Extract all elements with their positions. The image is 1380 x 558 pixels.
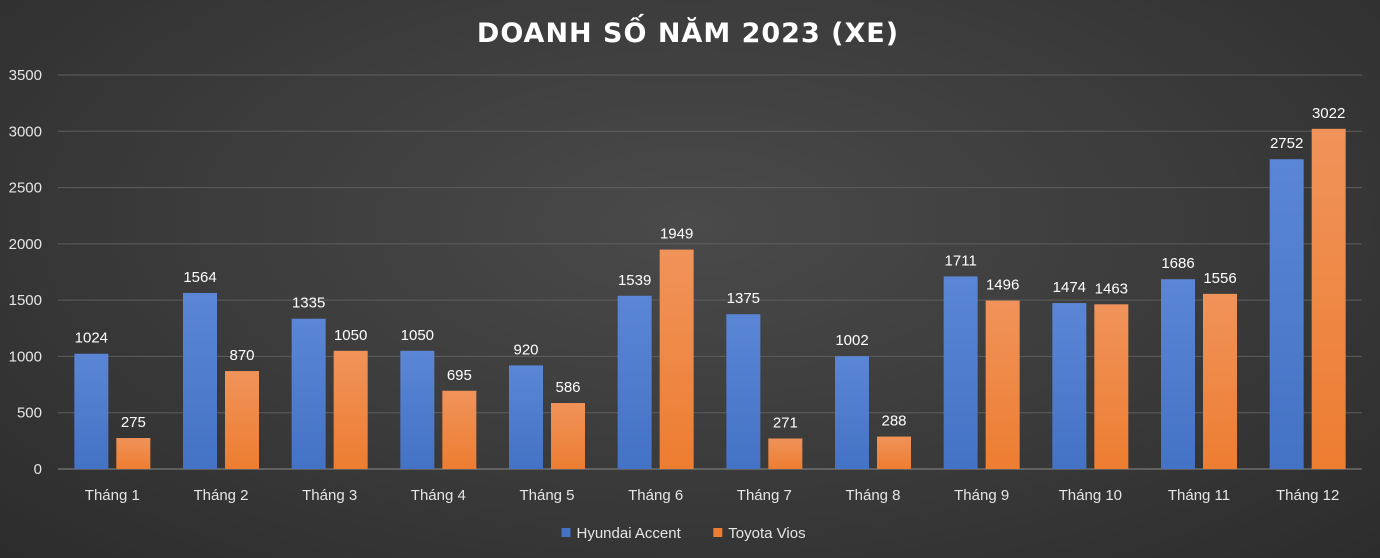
data-label: 1556 [1203, 270, 1236, 287]
x-category-label: Tháng 6 [628, 487, 683, 504]
data-label: 1463 [1095, 280, 1128, 297]
y-tick-label: 2000 [9, 236, 42, 253]
bar-hyundai-accent [291, 318, 326, 469]
bar-hyundai-accent [726, 314, 761, 469]
legend-swatch [713, 528, 723, 537]
y-tick-label: 3000 [9, 123, 42, 140]
bar-toyota-vios [225, 371, 259, 469]
bar-hyundai-accent [835, 356, 869, 469]
bar-toyota-vios [551, 403, 585, 469]
bar-hyundai-accent [74, 353, 109, 469]
y-tick-label: 3500 [9, 67, 42, 84]
bar-toyota-vios [333, 350, 368, 469]
bar-hyundai-accent [1269, 159, 1304, 469]
data-label: 1002 [835, 332, 868, 349]
y-tick-label: 0 [34, 461, 42, 478]
data-label: 275 [121, 414, 146, 431]
x-category-label: Tháng 12 [1276, 487, 1339, 504]
x-category-label: Tháng 1 [85, 487, 140, 504]
data-label: 870 [229, 347, 254, 364]
bar-toyota-vios [1203, 293, 1237, 469]
data-label: 1050 [334, 327, 367, 344]
y-tick-label: 1500 [9, 292, 42, 309]
data-label: 1949 [660, 226, 693, 243]
x-category-label: Tháng 4 [411, 487, 466, 504]
data-label: 2752 [1270, 135, 1303, 152]
data-label: 1335 [292, 295, 325, 312]
bar-toyota-vios [1311, 128, 1346, 469]
bar-hyundai-accent [509, 365, 543, 469]
legend: Hyundai Accent Toyota Vios [561, 525, 806, 542]
bar-hyundai-accent [183, 292, 217, 469]
x-category-label: Tháng 2 [193, 487, 248, 504]
bar-hyundai-accent [1052, 303, 1087, 469]
bar-toyota-vios [1094, 304, 1129, 469]
data-label: 586 [555, 379, 580, 396]
bar-toyota-vios [116, 438, 151, 469]
x-category-label: Tháng 5 [519, 487, 574, 504]
legend-label: Toyota Vios [728, 525, 805, 542]
bar-toyota-vios [985, 300, 1020, 469]
data-label: 1539 [618, 272, 651, 289]
x-category-label: Tháng 3 [302, 487, 357, 504]
legend-swatch [561, 528, 571, 537]
legend-label: Hyundai Accent [577, 525, 682, 542]
bar-toyota-vios [877, 436, 911, 469]
data-label: 1711 [945, 252, 977, 269]
data-label: 920 [513, 341, 538, 358]
x-category-label: Tháng 10 [1059, 487, 1122, 504]
data-label: 695 [447, 367, 472, 384]
grid-layer: 0 500 1000 1500 2000 2500 3000 3500 [9, 67, 1362, 478]
bar-toyota-vios [442, 390, 477, 469]
x-category-label: Tháng 9 [954, 487, 1009, 504]
bar-hyundai-accent [617, 295, 652, 469]
data-label: 3022 [1312, 105, 1345, 122]
y-tick-label: 500 [17, 405, 42, 422]
x-category-label: Tháng 8 [845, 487, 900, 504]
x-category-label: Tháng 11 [1168, 487, 1230, 504]
bar-layer [74, 128, 1346, 469]
data-label: 1686 [1161, 255, 1194, 272]
data-label: 1050 [401, 327, 434, 344]
data-label: 1496 [986, 277, 1019, 294]
bar-toyota-vios [659, 249, 694, 469]
bar-hyundai-accent [400, 350, 435, 469]
x-category-label: Tháng 7 [737, 487, 792, 504]
y-tick-label: 2500 [9, 180, 42, 197]
data-label: 1564 [183, 269, 216, 286]
bar-toyota-vios [768, 438, 803, 469]
label-layer: 1024 275 Tháng 1 1564 870 Tháng 2 1335 1050 Thán… [75, 105, 1346, 504]
data-label: 288 [881, 413, 906, 430]
chart-title: DOANH SỐ NĂM 2023 (XE) [477, 13, 899, 49]
y-tick-label: 1000 [9, 348, 42, 365]
data-label: 1024 [75, 330, 108, 347]
bar-hyundai-accent [943, 276, 978, 469]
data-label: 271 [773, 414, 798, 431]
bar-hyundai-accent [1161, 279, 1195, 469]
data-label: 1375 [727, 290, 760, 307]
data-label: 1474 [1053, 279, 1086, 296]
